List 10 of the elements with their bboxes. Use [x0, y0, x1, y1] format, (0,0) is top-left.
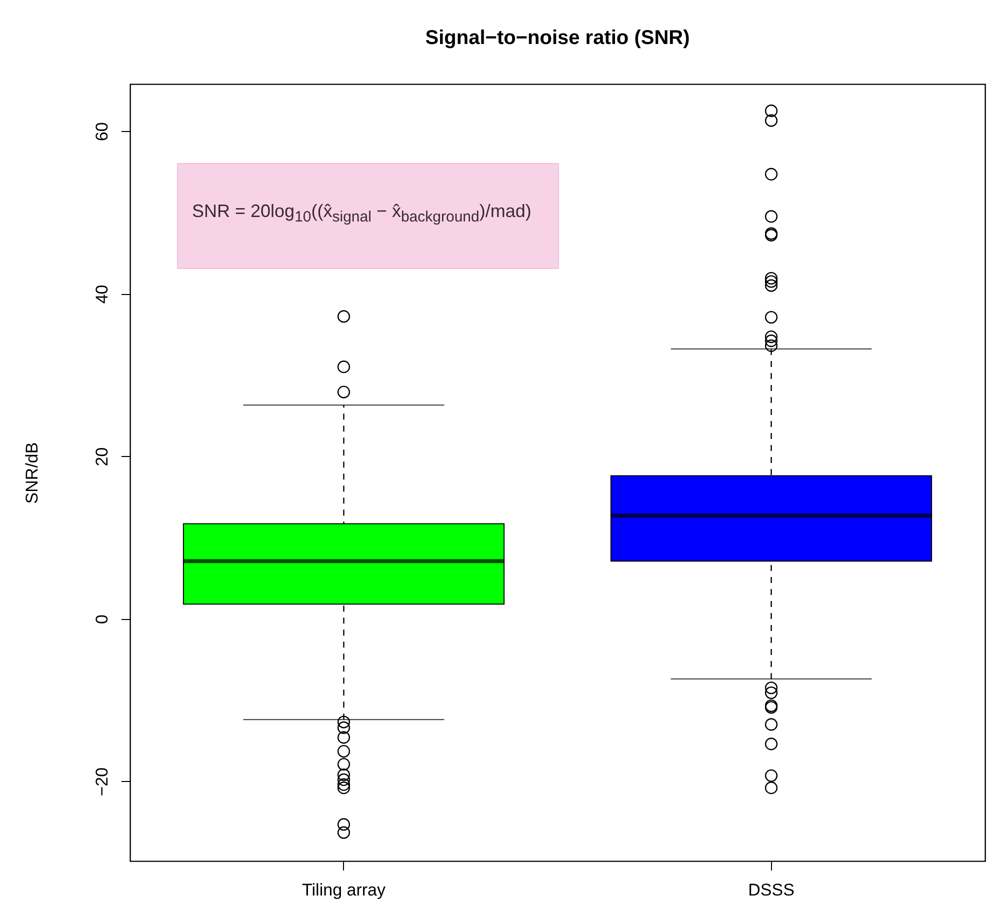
- y-tick-label: 40: [92, 284, 112, 304]
- x-tick-label: Tiling array: [302, 880, 386, 900]
- y-axis-title: SNR/dB: [22, 442, 42, 504]
- x-tick-label: DSSS: [748, 880, 794, 900]
- chart-title: Signal−to−noise ratio (SNR): [425, 27, 690, 49]
- y-tick-label: −20: [92, 767, 112, 796]
- y-tick-label: 0: [92, 614, 112, 624]
- y-tick-label: 60: [92, 122, 112, 142]
- annotation: SNR = 20log$_{10}$((x̂$_{signal}$ − x̂$_{background}$)/mad): [192, 201, 532, 226]
- y-tick-label: 20: [92, 447, 112, 466]
